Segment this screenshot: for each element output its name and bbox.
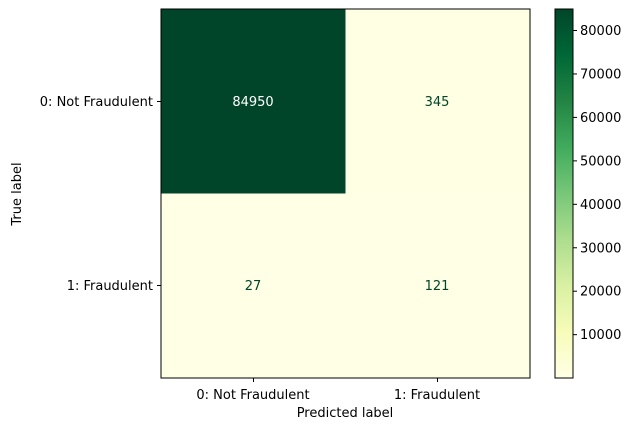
cell-true1-pred1 [345,193,531,379]
colorbar-ticks: 10000 20000 30000 40000 50000 60000 70000 80000 [573,24,621,343]
colorbar-tick-label-1: 20000 [580,285,621,300]
colorbar-tick-label-7: 80000 [580,24,621,39]
y-tick-label-0: 0: Not Fraudulent [40,95,153,110]
x-tick-label-1: 1: Fraudulent [394,388,480,403]
y-axis-title: True label [10,162,25,226]
colorbar-tick-label-5: 60000 [580,111,621,126]
x-tick-label-0: 0: Not Fraudulent [196,388,309,403]
colorbar-gradient [554,8,574,379]
y-tick-label-1: 1: Fraudulent [67,279,153,294]
x-axis-title: Predicted label [297,406,394,421]
colorbar-tick-label-6: 70000 [580,67,621,82]
cell-true0-pred1 [345,9,531,194]
cell-value-labels: 84950 345 27 121 [232,95,449,294]
cell-true0-pred0 [161,9,346,194]
cell-value-label-true0-pred1: 345 [425,95,450,110]
colorbar: 10000 20000 30000 40000 50000 60000 70000 80000 [554,8,621,379]
cell-value-label-true0-pred0: 84950 [232,95,273,110]
cell-value-label-true1-pred1: 121 [425,279,450,294]
colorbar-tick-label-4: 50000 [580,154,621,169]
x-axis: 0: Not Fraudulent 1: Fraudulent Predicte… [196,378,480,421]
cell-true1-pred0 [161,193,346,379]
colorbar-tick-label-0: 10000 [580,328,621,343]
colorbar-tick-label-3: 40000 [580,198,621,213]
plot-frame [160,8,531,379]
matrix-cells [161,9,531,379]
cell-value-label-true1-pred0: 27 [245,279,262,294]
y-axis: 0: Not Fraudulent 1: Fraudulent True lab… [10,95,161,294]
colorbar-tick-label-2: 30000 [580,241,621,256]
